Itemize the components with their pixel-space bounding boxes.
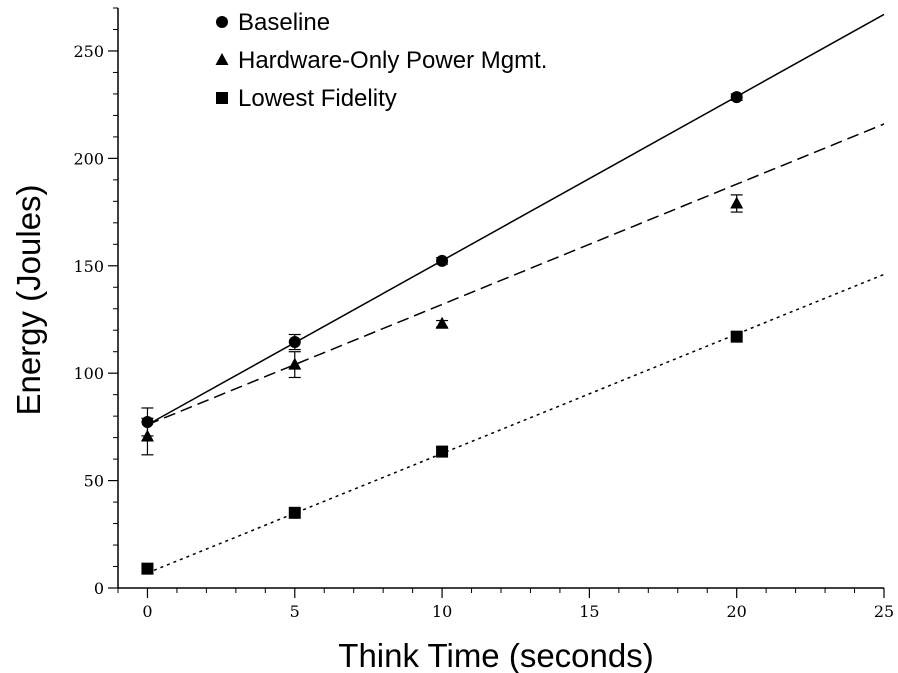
legend-label-hardware-only: Hardware-Only Power Mgmt. [238, 47, 547, 74]
legend-label-lowest-fidelity: Lowest Fidelity [238, 85, 397, 112]
data-point-baseline [288, 336, 301, 349]
data-point-lowest-fidelity [436, 445, 449, 458]
y-tick-label: 50 [84, 472, 104, 491]
data-point-hardware-only [435, 316, 449, 329]
data-point-lowest-fidelity [141, 562, 154, 575]
data-point-lowest-fidelity [288, 506, 301, 519]
x-tick-label: 0 [142, 602, 152, 621]
legend: Baseline Hardware-Only Power Mgmt. Lowest … [215, 9, 547, 112]
y-tick-label: 200 [73, 149, 104, 168]
x-tick-label: 25 [874, 602, 894, 621]
legend-marker-baseline [216, 16, 228, 28]
fit-line-baseline [147, 13, 885, 426]
x-axis-title: Think Time (seconds) [338, 637, 653, 673]
series-lowest-fidelity [141, 273, 885, 575]
fit-line-hardware-only [147, 123, 885, 426]
y-tick-label: 0 [94, 579, 104, 598]
legend-marker-hardware-only [215, 53, 229, 65]
fit-line-lowest-fidelity [147, 273, 885, 574]
series-baseline [141, 13, 885, 437]
x-tick-label: 20 [727, 602, 747, 621]
legend-marker-lowest-fidelity [216, 92, 228, 104]
y-axis-title: Energy (Joules) [10, 184, 47, 415]
y-tick-label: 150 [73, 257, 104, 276]
series-hardware-only [140, 123, 885, 456]
data-point-hardware-only [730, 196, 744, 209]
y-tick-label: 250 [73, 42, 104, 61]
x-tick-label: 5 [290, 602, 300, 621]
data-point-baseline [436, 254, 449, 267]
data-point-lowest-fidelity [730, 330, 743, 343]
y-tick-label: 100 [73, 364, 104, 383]
data-point-baseline [730, 91, 743, 104]
x-tick-label: 10 [432, 602, 452, 621]
x-tick-label: 15 [579, 602, 599, 621]
legend-label-baseline: Baseline [238, 9, 330, 36]
data-point-hardware-only [140, 429, 154, 442]
data-point-hardware-only [288, 357, 302, 370]
